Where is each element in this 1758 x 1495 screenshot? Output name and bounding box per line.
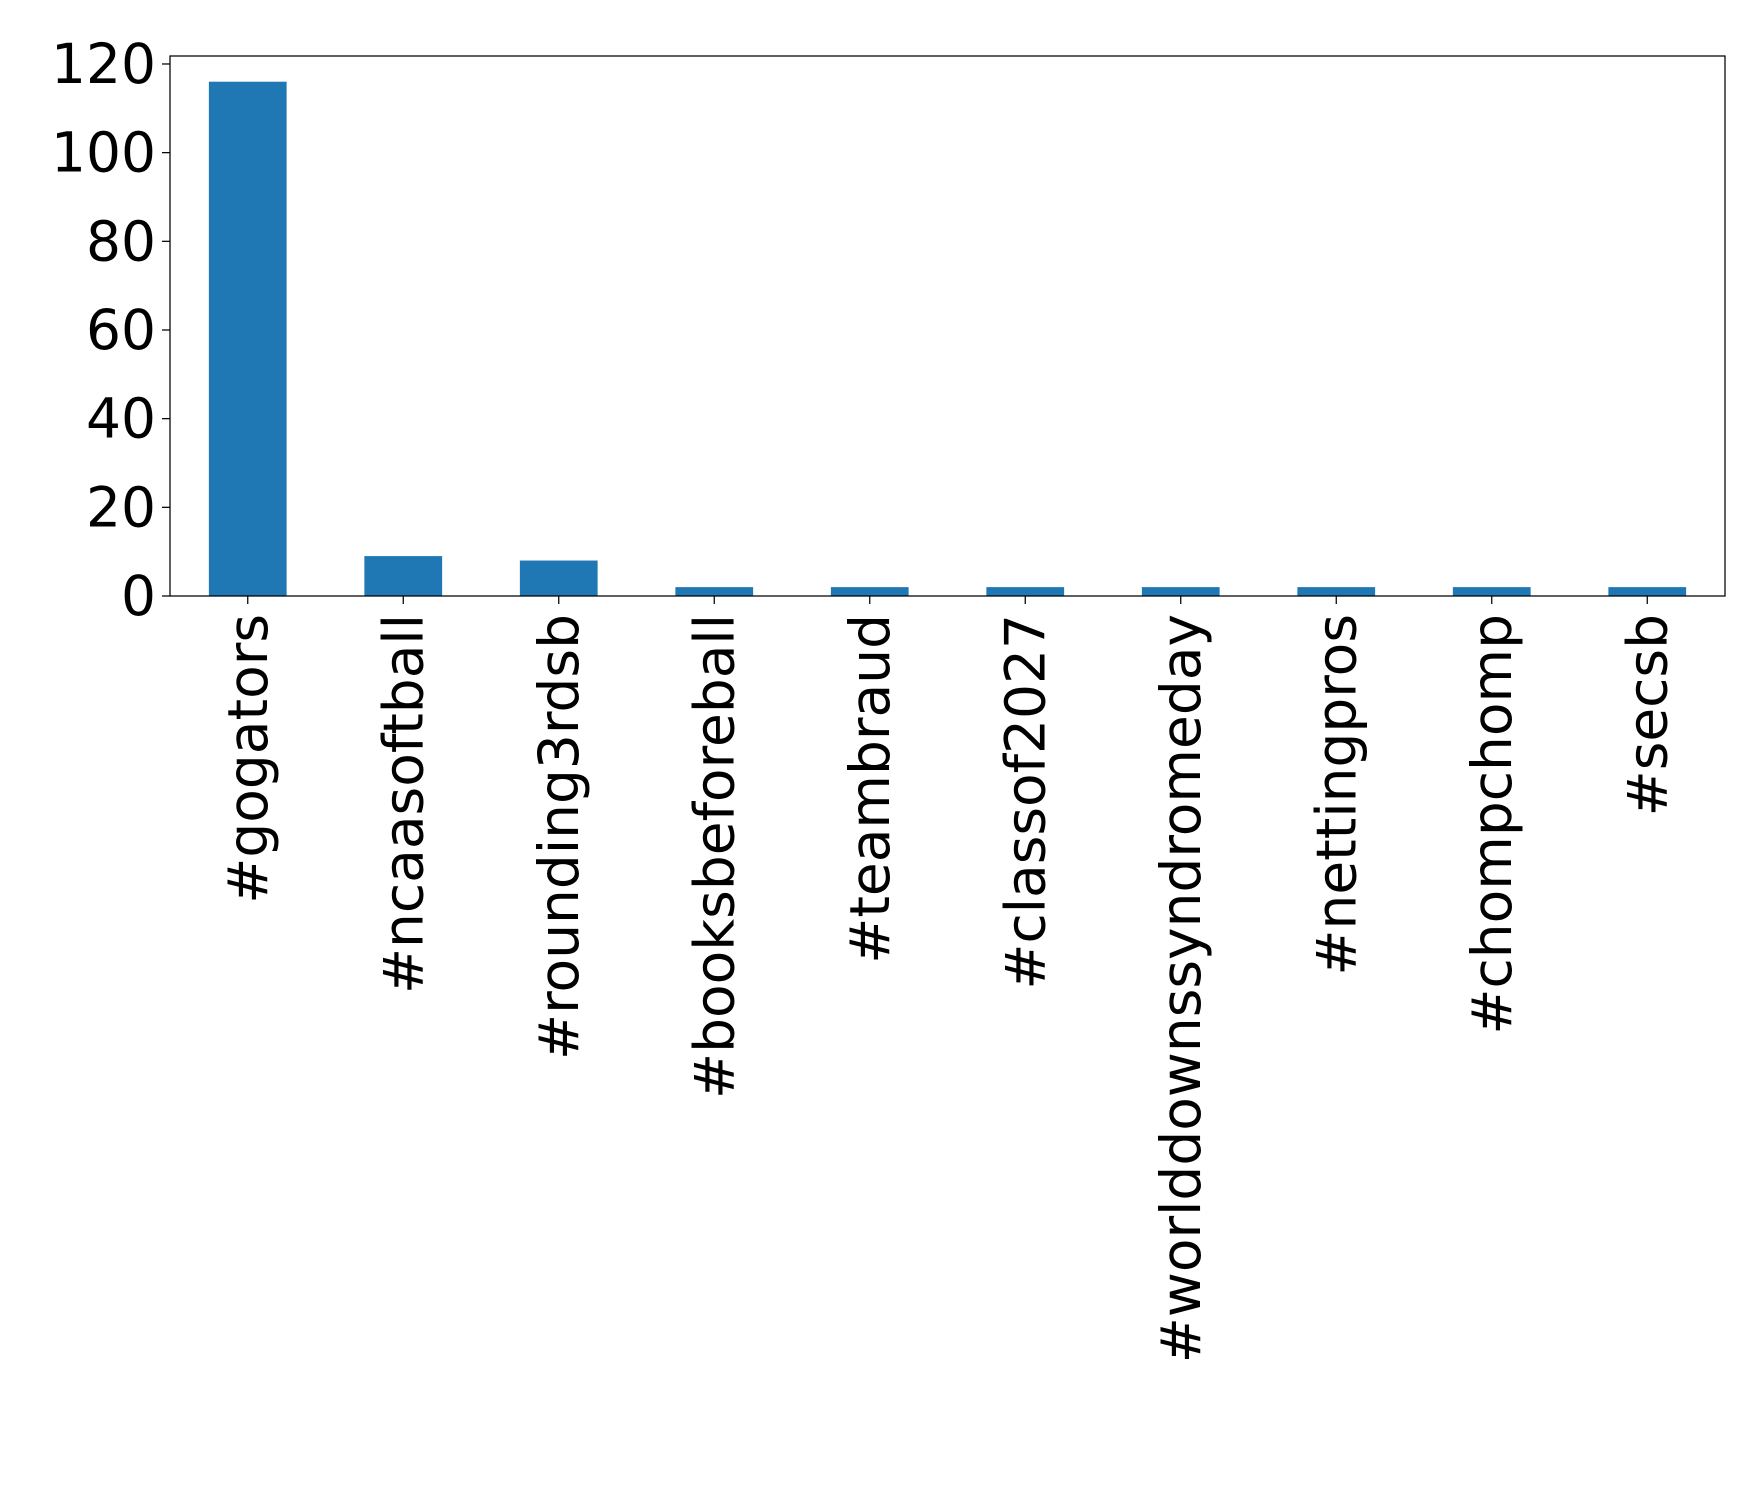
y-axis: 0 20 40 60 80 100 120 xyxy=(51,32,170,628)
bars-group xyxy=(208,81,1687,596)
bar-ncaasoftball xyxy=(364,556,443,596)
y-tick-label: 100 xyxy=(51,121,156,185)
y-tick-label: 80 xyxy=(86,209,156,273)
x-tick-label: #booksbeforeball xyxy=(682,614,746,1099)
bar-rounding3rdsb xyxy=(519,560,598,596)
x-tick-label: #teambraud xyxy=(838,614,902,964)
x-tick-label: #gogators xyxy=(216,614,280,904)
bar-chompchomp xyxy=(1452,587,1531,596)
x-tick-label: #chompchomp xyxy=(1460,614,1524,1035)
y-tick-label: 120 xyxy=(51,32,156,96)
x-tick-label: #classof2027 xyxy=(993,614,1057,990)
bar-nettingpros xyxy=(1297,587,1376,596)
y-tick-label: 60 xyxy=(86,298,156,362)
x-tick-label: #nettingpros xyxy=(1304,614,1368,976)
bar-worlddownssyndromeday xyxy=(1141,587,1220,596)
plot-frame xyxy=(169,55,1726,597)
bar-booksbeforeball xyxy=(675,587,754,596)
x-tick-label: #worlddownssyndromeday xyxy=(1149,614,1213,1363)
y-tick-label: 0 xyxy=(121,564,156,628)
x-tick-label: #rounding3rdsb xyxy=(527,614,591,1060)
x-tick-label: #ncaasoftball xyxy=(371,614,435,994)
bar-teambraud xyxy=(830,587,909,596)
y-tick-label: 20 xyxy=(86,475,156,539)
bar-classof2027 xyxy=(986,587,1065,596)
y-tick-label: 40 xyxy=(86,387,156,451)
x-tick-label: #secsb xyxy=(1615,614,1679,816)
bar-gogators xyxy=(208,81,287,596)
x-axis: #gogators #ncaasoftball #rounding3rdsb #boo… xyxy=(216,596,1679,1363)
bar-secsb xyxy=(1608,587,1687,596)
